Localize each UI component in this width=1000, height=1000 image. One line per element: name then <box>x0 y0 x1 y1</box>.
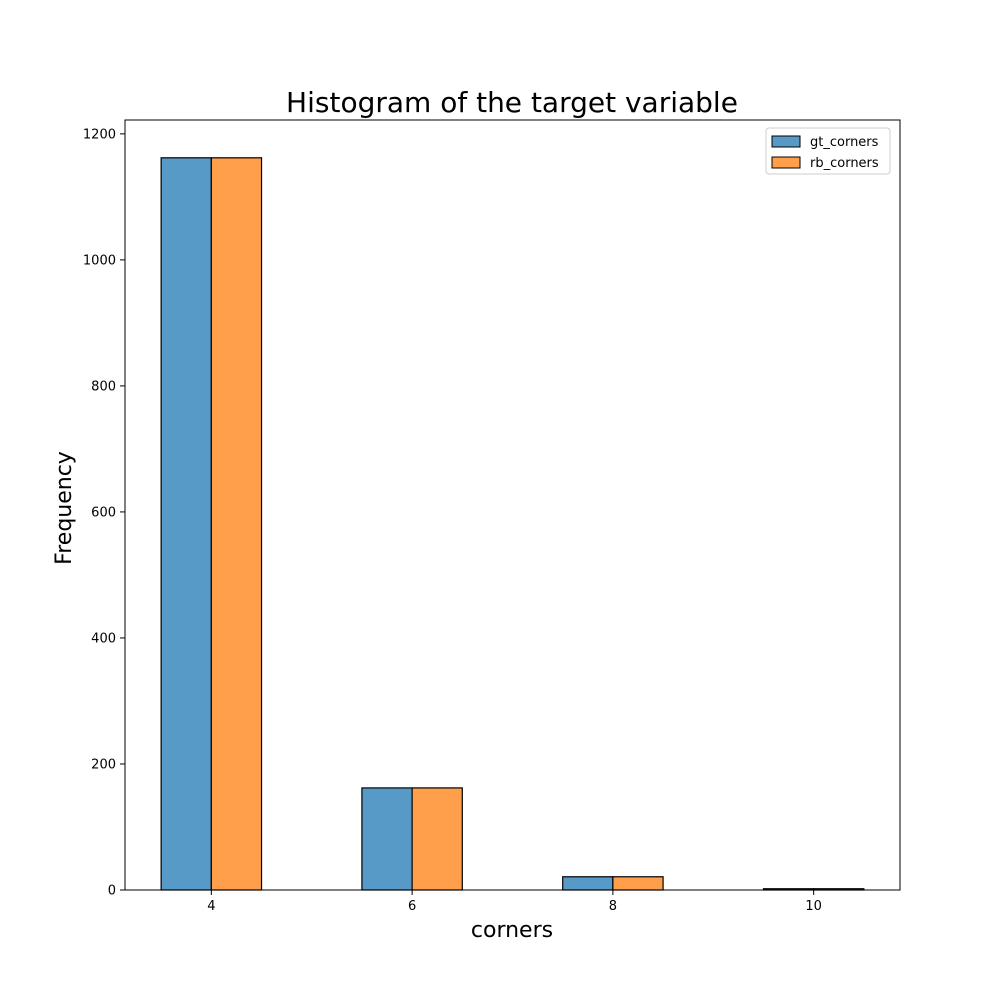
bar-gt_corners-6 <box>361 787 413 891</box>
x-tick-label: 10 <box>805 899 822 914</box>
y-tick-label: 200 <box>91 757 116 772</box>
legend: gt_corners rb_corners <box>765 127 891 175</box>
y-tick-label: 1000 <box>83 253 116 268</box>
x-tick-label: 8 <box>609 899 617 914</box>
y-axis: 0 200 400 600 800 1000 1200 <box>83 127 125 899</box>
y-tick-label: 800 <box>91 379 116 394</box>
plot-frame <box>124 119 901 891</box>
y-tick-label: 0 <box>108 884 116 899</box>
y-tick-label: 600 <box>91 505 116 520</box>
bar-rb_corners-8 <box>612 876 664 891</box>
x-tick-label: 4 <box>207 899 215 914</box>
x-tick-label: 6 <box>408 899 416 914</box>
y-tick-label: 1200 <box>83 127 116 142</box>
y-tick-label: 400 <box>91 631 116 646</box>
bar-rb_corners-4 <box>210 157 263 891</box>
x-axis-label: corners <box>471 918 553 943</box>
x-axis: 4 6 8 10 <box>207 890 822 914</box>
y-axis-label: Frequency <box>52 451 77 565</box>
legend-swatch-gt_corners <box>771 135 801 148</box>
legend-swatch-rb_corners <box>771 156 801 169</box>
bars-group <box>160 157 865 891</box>
bar-rb_corners-6 <box>411 787 463 891</box>
bar-gt_corners-4 <box>160 157 212 891</box>
legend-label-gt_corners: gt_corners <box>810 135 879 150</box>
chart-title: Histogram of the target variable <box>286 86 738 119</box>
legend-label-rb_corners: rb_corners <box>810 156 879 171</box>
bar-gt_corners-8 <box>562 876 614 891</box>
